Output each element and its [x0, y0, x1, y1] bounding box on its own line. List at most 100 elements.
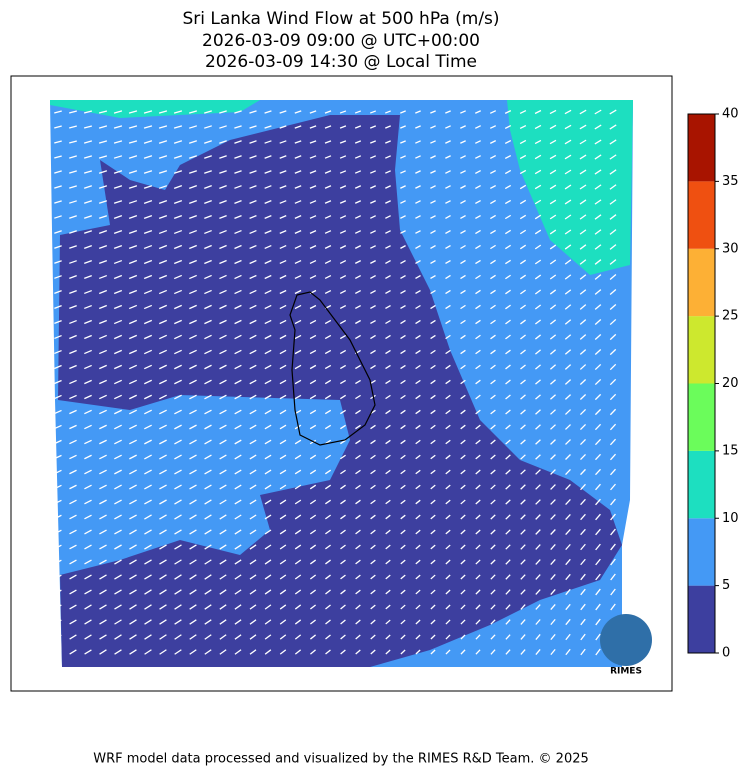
arrow: [579, 124, 587, 130]
arrow: [355, 604, 361, 610]
arrow: [158, 274, 168, 280]
arrow: [98, 215, 108, 219]
arrow: [340, 529, 346, 535]
arrow: [204, 514, 212, 520]
arrow: [445, 334, 451, 340]
arrow: [534, 319, 542, 325]
arrow: [219, 349, 227, 355]
arrow: [159, 469, 167, 475]
arrow: [234, 394, 242, 400]
arrow: [189, 214, 197, 220]
arrow: [128, 185, 138, 189]
arrow: [490, 214, 496, 220]
arrow: [534, 109, 542, 115]
arrow: [264, 649, 272, 655]
arrow: [445, 514, 451, 520]
arrow: [445, 499, 451, 505]
arrow: [113, 215, 123, 219]
arrow: [309, 619, 317, 625]
arrow: [579, 229, 587, 235]
arrow: [400, 155, 406, 159]
arrow: [460, 439, 466, 445]
arrow: [579, 109, 587, 115]
arrow: [219, 424, 227, 430]
arrow: [324, 349, 332, 355]
arrow: [579, 214, 587, 220]
arrow: [550, 588, 556, 596]
arrow: [143, 155, 153, 159]
arrow: [415, 364, 421, 370]
arrow: [564, 409, 572, 415]
arrow: [219, 274, 227, 280]
arrow: [69, 185, 77, 189]
arrow: [385, 230, 391, 234]
arrow: [69, 349, 77, 355]
arrow: [400, 409, 406, 415]
arrow: [309, 589, 317, 595]
arrow: [189, 334, 197, 340]
arrow: [173, 125, 183, 129]
arrow: [294, 289, 302, 295]
arrow: [173, 259, 183, 265]
arrow: [219, 439, 227, 445]
arrow: [415, 544, 421, 550]
arrow: [189, 589, 197, 595]
arrow: [519, 124, 527, 130]
arrow: [520, 319, 526, 325]
arrow: [174, 619, 182, 625]
arrow: [249, 215, 257, 219]
arrow: [128, 289, 138, 295]
arrow: [294, 140, 302, 144]
logo: RIMES: [600, 614, 652, 677]
arrow: [129, 439, 137, 445]
arrow: [159, 394, 167, 400]
arrow: [279, 379, 287, 385]
arrow: [54, 155, 62, 159]
arrow: [475, 589, 481, 595]
arrow: [594, 423, 602, 431]
arrow: [430, 230, 436, 234]
arrow: [84, 604, 92, 610]
arrow: [294, 125, 302, 129]
arrow: [84, 634, 92, 640]
arrow: [370, 230, 376, 234]
arrow: [549, 109, 557, 115]
arrow: [309, 140, 317, 144]
arrow: [445, 439, 451, 445]
arrow: [174, 454, 182, 460]
arrow: [83, 155, 93, 159]
colorbar-tick-label: 40: [722, 107, 739, 122]
arrow: [219, 155, 227, 159]
arrow: [550, 484, 556, 490]
arrow: [504, 139, 512, 145]
arrow: [400, 200, 406, 204]
arrow: [249, 200, 257, 204]
arrow: [128, 364, 138, 370]
arrow: [475, 199, 481, 205]
arrow: [264, 140, 272, 144]
arrow: [505, 544, 511, 550]
arrow: [594, 229, 602, 235]
arrow: [144, 424, 152, 430]
colorbar: 0 5 10 15 20 25 30 35 40: [687, 107, 739, 661]
arrow: [189, 469, 197, 475]
arrow: [520, 544, 526, 550]
arrow: [579, 409, 587, 415]
arrow: [219, 229, 227, 235]
arrow: [430, 529, 436, 535]
arrow: [219, 529, 227, 535]
arrow: [400, 349, 406, 355]
arrow: [219, 574, 227, 580]
arrow: [460, 529, 466, 535]
arrow: [534, 304, 542, 310]
arrow: [234, 604, 242, 610]
arrow: [144, 454, 152, 460]
arrow: [174, 349, 182, 355]
arrow: [430, 394, 436, 400]
arrow: [609, 363, 617, 371]
arrow: [204, 349, 212, 355]
arrow: [340, 499, 346, 505]
arrow: [445, 125, 451, 129]
arrow: [113, 319, 123, 325]
arrow: [69, 499, 77, 505]
